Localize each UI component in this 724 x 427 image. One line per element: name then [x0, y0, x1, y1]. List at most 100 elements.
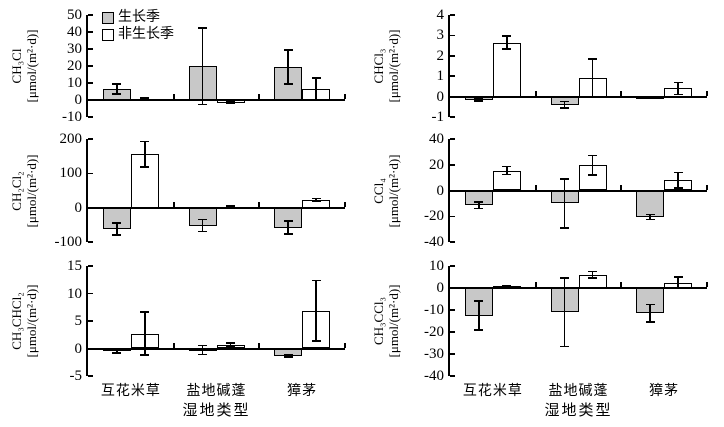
- y-tick: [450, 241, 455, 243]
- y-tick: [88, 375, 93, 377]
- error-bar-line: [144, 312, 146, 356]
- y-tick-label: 30: [67, 41, 82, 57]
- y-tick-label: -20: [424, 208, 444, 225]
- x-tick: [344, 94, 346, 99]
- y-tick: [88, 65, 93, 67]
- error-bar-line: [287, 49, 289, 84]
- y-tick-label: 0: [74, 92, 83, 108]
- y-tick: [450, 331, 455, 333]
- error-bar-line: [677, 82, 679, 95]
- error-bar-line: [563, 101, 566, 108]
- x-axis-line: [88, 206, 345, 209]
- error-bar-cap-bottom: [140, 354, 150, 356]
- error-bar-line: [315, 280, 317, 341]
- y-tick-label: 10: [67, 75, 82, 91]
- y-tick: [450, 265, 455, 267]
- error-bar-line: [287, 354, 289, 358]
- x-tick: [620, 282, 623, 287]
- x-tick: [172, 342, 175, 348]
- y-axis-line: [86, 139, 88, 242]
- y-tick-label: 4: [436, 7, 445, 23]
- error-bar-cap-top: [283, 220, 293, 222]
- error-bar-cap-bottom: [502, 286, 512, 289]
- error-bar-line: [478, 202, 480, 209]
- x-tick: [172, 94, 175, 99]
- error-bar-cap-top: [198, 218, 207, 221]
- y-tick-label: 10: [429, 258, 444, 274]
- error-bar-cap-top: [588, 154, 597, 157]
- error-bar-cap-bottom: [560, 227, 569, 229]
- y-tick-label: -40: [424, 368, 444, 384]
- error-bar-cap-bottom: [673, 187, 683, 189]
- y-tick-label: 3: [436, 27, 445, 44]
- error-bar-line: [229, 101, 232, 104]
- error-bar-cap-top: [645, 96, 655, 98]
- y-tick-label: 5: [74, 313, 83, 329]
- error-bar-cap-top: [226, 342, 235, 344]
- error-bar-cap-top: [198, 27, 207, 29]
- error-bar-line: [677, 277, 679, 288]
- error-bar-cap-top: [588, 270, 597, 273]
- y-tick: [450, 309, 455, 311]
- bar-chcl3-非生长季-0: [492, 42, 521, 97]
- error-bar-line: [506, 36, 508, 50]
- error-bar-line: [591, 58, 594, 98]
- error-bar-cap-bottom: [311, 340, 321, 342]
- error-bar-line: [591, 155, 594, 176]
- y-tick-label: 2: [436, 47, 445, 64]
- error-bar-line: [649, 214, 651, 220]
- error-bar-cap-top: [474, 97, 484, 100]
- non-growing-season-swatch-icon: [102, 28, 114, 41]
- error-bar-cap-top: [502, 284, 512, 287]
- y-tick: [450, 34, 455, 37]
- error-bar-cap-top: [560, 178, 569, 180]
- error-bar-cap-top: [560, 277, 569, 279]
- x-axis-line: [88, 347, 345, 350]
- y-tick: [88, 241, 93, 243]
- legend: 生长季 非生长季: [102, 9, 174, 43]
- y-tick-label: 0: [74, 340, 83, 357]
- error-bar-line: [677, 172, 679, 188]
- y-tick-label: 200: [59, 131, 83, 147]
- y-tick: [450, 14, 455, 16]
- y-tick-label: 40: [429, 131, 444, 147]
- y-tick-label: -10: [424, 302, 444, 318]
- y-tick-label: 0: [436, 88, 445, 105]
- error-bar-line: [116, 349, 118, 353]
- y-tick-label: -10: [62, 109, 82, 125]
- error-bar-cap-bottom: [474, 207, 484, 210]
- error-bar-cap-bottom: [588, 96, 597, 99]
- y-tick: [88, 138, 93, 140]
- error-bar-cap-top: [112, 222, 122, 224]
- y-tick: [88, 116, 93, 118]
- error-bar-cap-bottom: [198, 103, 207, 105]
- x-axis-line: [88, 99, 345, 101]
- x-tick: [706, 282, 708, 287]
- error-bar-cap-top: [588, 58, 597, 60]
- error-bar-cap-bottom: [645, 97, 655, 99]
- y-tick: [88, 48, 93, 50]
- x-tick: [534, 282, 537, 287]
- error-bar-cap-top: [311, 77, 321, 79]
- y-tick: [88, 292, 93, 295]
- error-bar-cap-top: [673, 171, 683, 174]
- error-bar-cap-bottom: [645, 321, 655, 323]
- error-bar-cap-top: [311, 197, 321, 200]
- error-bar-cap-bottom: [645, 218, 655, 221]
- legend-item-0: 生长季: [102, 9, 174, 26]
- error-bar-cap-top: [283, 49, 293, 51]
- y-tick: [88, 31, 93, 33]
- growing-season-swatch-icon: [102, 11, 114, 24]
- y-tick-label: 1: [436, 68, 445, 85]
- x-tick: [344, 342, 346, 348]
- error-bar-cap-bottom: [112, 352, 122, 354]
- error-bar-line: [563, 178, 566, 228]
- error-bar-cap-bottom: [140, 98, 150, 100]
- error-bar-cap-bottom: [283, 356, 293, 358]
- error-bar-cap-top: [645, 213, 655, 216]
- y-tick: [88, 320, 93, 322]
- error-bar-cap-bottom: [588, 174, 597, 176]
